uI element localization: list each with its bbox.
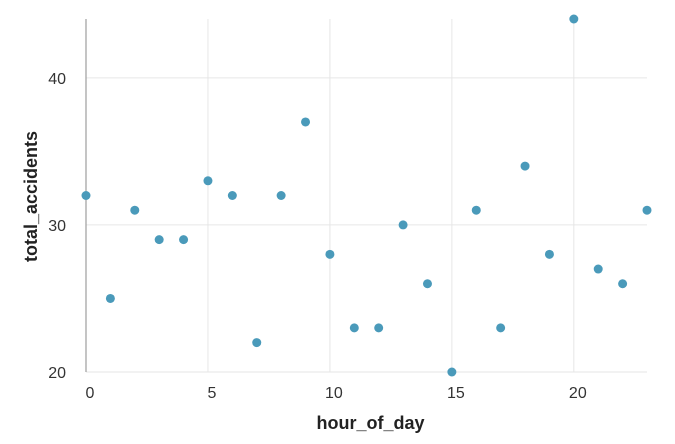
x-tick-label: 0 bbox=[86, 385, 95, 402]
data-point bbox=[593, 264, 603, 274]
y-tick-label: 40 bbox=[48, 71, 66, 88]
data-point bbox=[81, 191, 91, 200]
x-tick-label: 5 bbox=[208, 385, 217, 402]
data-point bbox=[471, 205, 481, 215]
y-axis-title: total_accidents bbox=[21, 131, 41, 262]
data-point bbox=[130, 205, 140, 215]
x-tick-label: 20 bbox=[569, 385, 587, 402]
data-point bbox=[374, 323, 384, 333]
data-point bbox=[301, 117, 311, 127]
data-point bbox=[105, 293, 115, 303]
grid-layer bbox=[85, 19, 647, 373]
data-point bbox=[569, 14, 579, 24]
data-point bbox=[252, 338, 262, 348]
data-point bbox=[642, 205, 652, 215]
y-tick-label: 20 bbox=[48, 365, 66, 382]
data-point bbox=[447, 367, 457, 377]
y-tick-label: 30 bbox=[48, 218, 66, 235]
data-points bbox=[81, 14, 652, 377]
data-point bbox=[227, 191, 237, 200]
x-tick-label: 10 bbox=[325, 385, 343, 402]
data-point bbox=[179, 235, 189, 245]
data-point bbox=[422, 279, 432, 289]
data-point bbox=[203, 176, 213, 186]
x-axis-title: hour_of_day bbox=[316, 413, 424, 433]
data-point bbox=[325, 249, 335, 259]
data-point bbox=[544, 249, 554, 259]
data-point bbox=[349, 323, 359, 333]
data-point bbox=[398, 220, 408, 230]
x-tick-label: 15 bbox=[447, 385, 465, 402]
data-point bbox=[618, 279, 628, 289]
data-point bbox=[276, 191, 286, 200]
data-point bbox=[496, 323, 506, 333]
tick-labels: 0 5 10 15 20 20 30 40 bbox=[48, 71, 587, 402]
data-point bbox=[154, 235, 164, 245]
data-point bbox=[520, 161, 530, 171]
